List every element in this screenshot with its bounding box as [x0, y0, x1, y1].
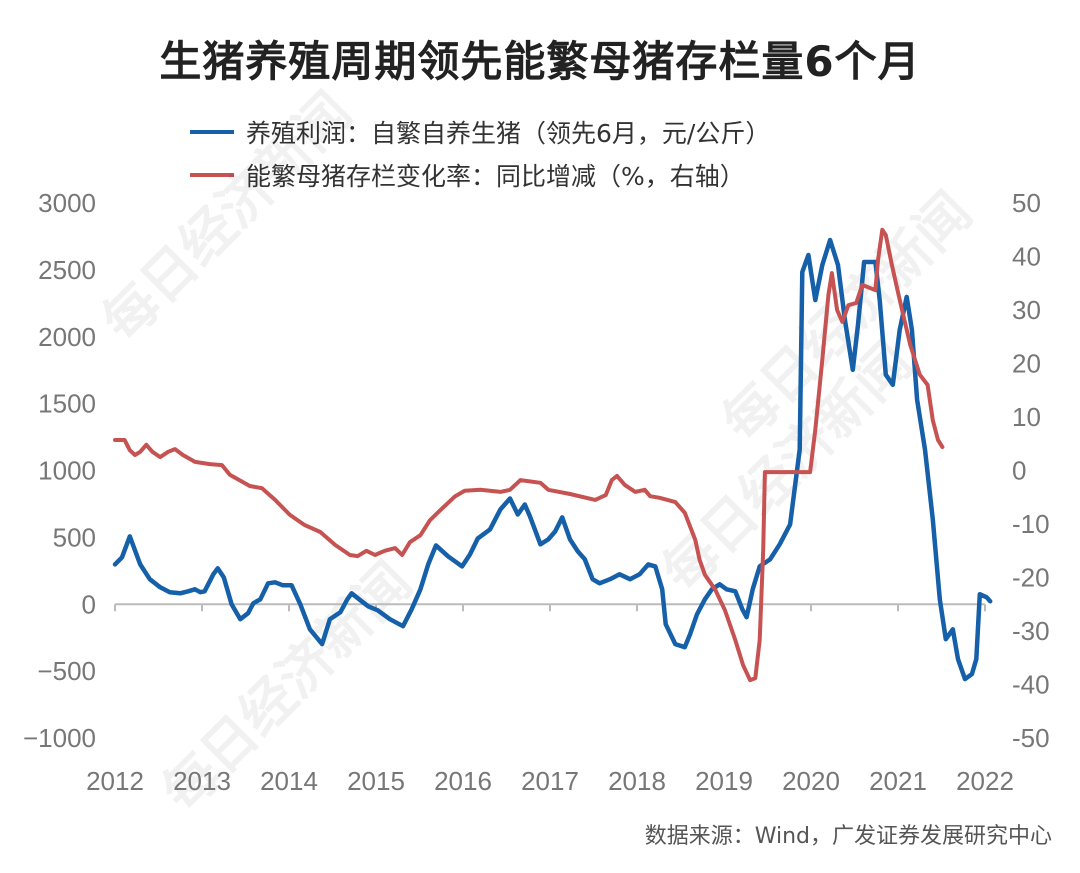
y-left-tick-label: 3000 — [38, 188, 96, 218]
y-right-tick-label: 50 — [1012, 188, 1041, 218]
source-note: 数据来源：Wind，广发证券发展研究中心 — [644, 824, 1052, 849]
series-line-profit — [112, 237, 993, 682]
y-left-tick-label: 2000 — [38, 322, 96, 352]
y-left-tick-label: 1500 — [38, 389, 96, 419]
y-right-tick-label: 30 — [1012, 295, 1041, 325]
x-tick-label: 2022 — [956, 766, 1014, 796]
x-tick-label: 2019 — [695, 766, 753, 796]
x-tick-label: 2016 — [434, 766, 492, 796]
y-right-tick-label: 40 — [1012, 242, 1041, 272]
x-tick-label: 2013 — [173, 766, 231, 796]
y-left-tick-label: 500 — [53, 522, 96, 552]
y-left-tick-label: 1000 — [38, 456, 96, 486]
legend-swatch-profit — [190, 130, 234, 134]
y-right-tick-label: 10 — [1012, 402, 1041, 432]
y-right-tick-label: -50 — [1012, 723, 1050, 753]
x-tick-label: 2017 — [521, 766, 579, 796]
x-tick-label: 2020 — [782, 766, 840, 796]
x-tick-label: 2012 — [86, 766, 144, 796]
legend-label-profit: 养殖利润：自繁自养生猪（领先6月，元/公斤） — [246, 119, 771, 148]
y-right-tick-label: -20 — [1012, 563, 1050, 593]
y-right-tick-label: -10 — [1012, 509, 1050, 539]
x-tick-label: 2014 — [260, 766, 318, 796]
watermark-text: 每日经济新闻 — [90, 80, 364, 354]
x-tick-label: 2015 — [347, 766, 405, 796]
legend-swatch-sows — [190, 173, 234, 177]
series-line-sows — [113, 227, 945, 683]
y-right-tick-label: -30 — [1012, 616, 1050, 646]
y-left-tick-label: 0 — [82, 589, 96, 619]
y-left-tick-label: 2500 — [38, 255, 96, 285]
y-left-tick-label: −1000 — [23, 723, 96, 753]
legend-item-sows: 能繁母猪存栏变化率：同比增减（%，右轴） — [190, 157, 745, 193]
y-left-tick-label: −500 — [37, 656, 96, 686]
legend-item-profit: 养殖利润：自繁自养生猪（领先6月，元/公斤） — [190, 114, 770, 150]
y-right-tick-label: 20 — [1012, 349, 1041, 379]
x-tick-label: 2021 — [869, 766, 927, 796]
x-tick-label: 2018 — [608, 766, 666, 796]
y-right-tick-label: 0 — [1012, 456, 1026, 486]
y-right-tick-label: -40 — [1012, 670, 1050, 700]
legend-label-sows: 能繁母猪存栏变化率：同比增减（%，右轴） — [246, 162, 745, 191]
chart-title: 生猪养殖周期领先能繁母猪存栏量6个月 — [159, 37, 921, 86]
